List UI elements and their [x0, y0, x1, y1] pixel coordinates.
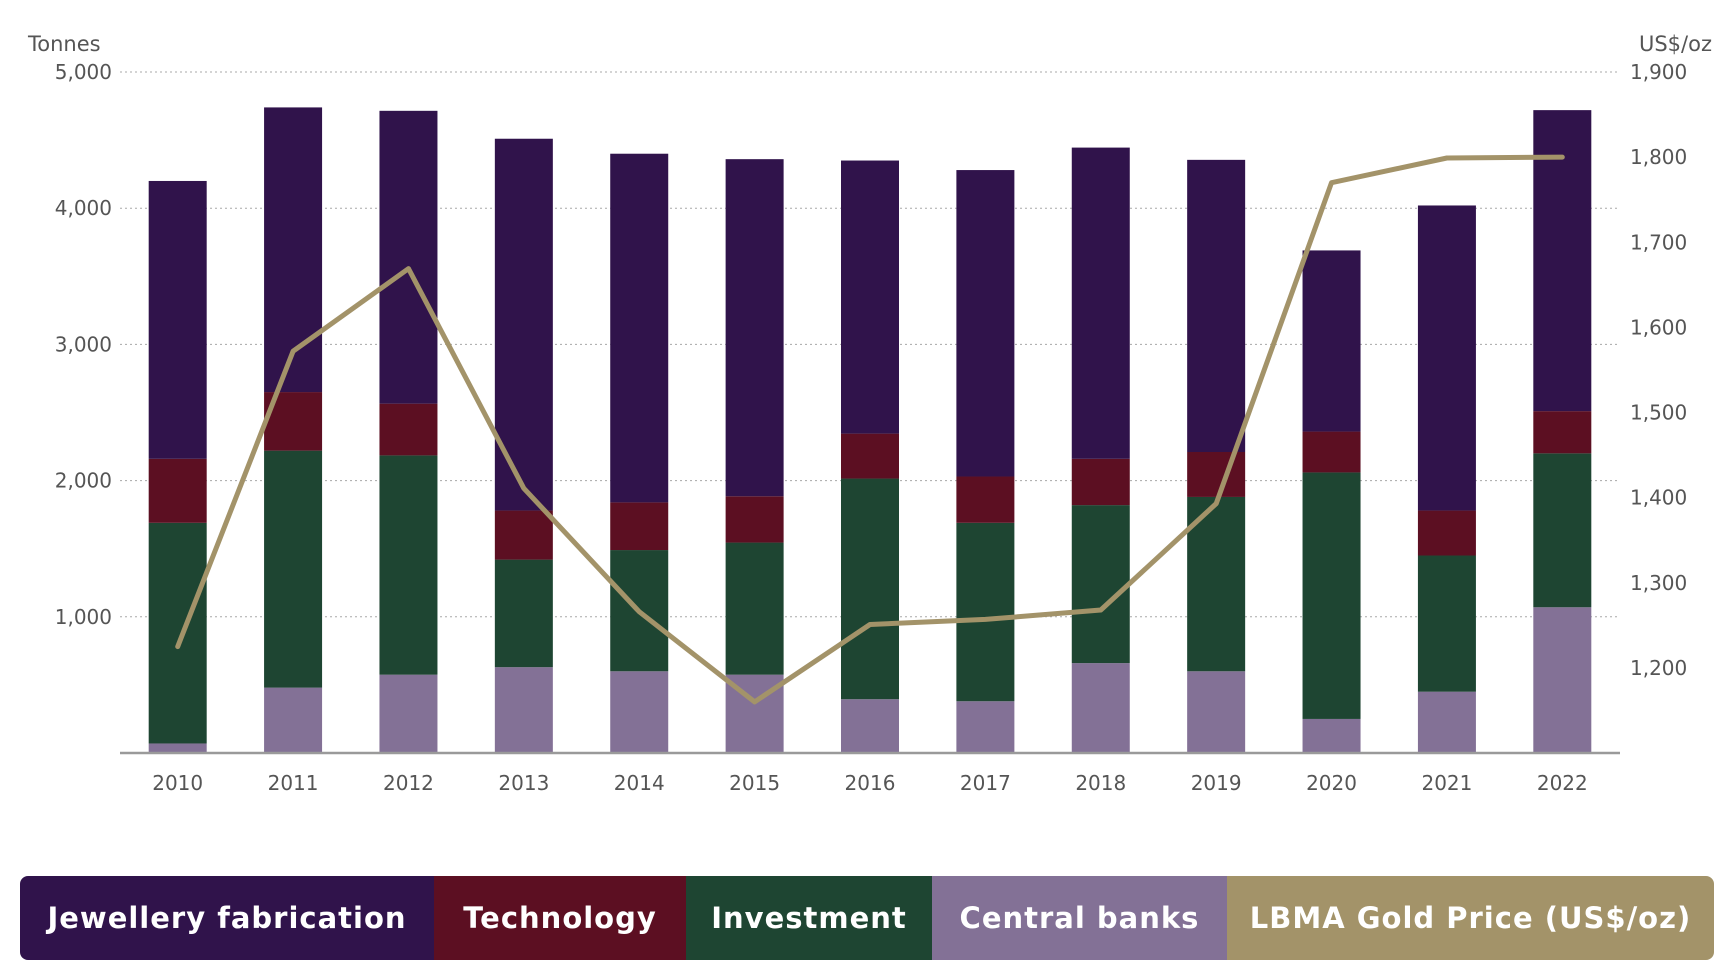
y-right-tick-label: 1,300	[1630, 571, 1687, 595]
bar-central-banks-2021	[1417, 691, 1476, 753]
bar-technology-2022	[1533, 411, 1592, 454]
legend-item-lbma-gold-price: LBMA Gold Price (US$/oz)	[1227, 876, 1714, 960]
bar-central-banks-2019	[1187, 671, 1246, 753]
bar-central-banks-2017	[956, 701, 1015, 753]
y-left-unit-label: Tonnes	[27, 32, 101, 56]
y-right-tick-label: 1,500	[1630, 401, 1687, 425]
bar-jewellery-fabrication-2016	[841, 160, 899, 434]
bar-investment-2019	[1187, 496, 1246, 672]
x-tick-label: 2020	[1306, 771, 1357, 795]
legend-item-investment: Investment	[686, 876, 932, 960]
bar-investment-2015	[725, 542, 784, 675]
y-right-tick-label: 1,400	[1630, 486, 1687, 510]
bar-central-banks-2010	[148, 743, 207, 753]
bar-jewellery-fabrication-2020	[1302, 250, 1361, 432]
x-tick-label: 2018	[1075, 771, 1126, 795]
bar-investment-2012	[379, 455, 438, 675]
bar-investment-2010	[148, 522, 207, 744]
bar-technology-2012	[379, 403, 438, 456]
y-left-tick-label: 3,000	[55, 332, 112, 356]
x-tick-label: 2022	[1537, 771, 1588, 795]
bar-technology-2014	[610, 502, 669, 551]
x-tick-label: 2019	[1191, 771, 1242, 795]
bar-technology-2010	[148, 458, 207, 523]
bar-technology-2020	[1302, 431, 1361, 473]
bar-investment-2020	[1302, 472, 1361, 719]
bar-central-banks-2012	[379, 674, 438, 753]
y-right-tick-label: 1,900	[1630, 60, 1687, 84]
bar-investment-2013	[494, 559, 553, 668]
y-right-tick-label: 1,700	[1630, 230, 1687, 254]
bar-jewellery-fabrication-2014	[610, 153, 669, 503]
bar-technology-2019	[1187, 451, 1246, 497]
x-tick-label: 2015	[729, 771, 780, 795]
bar-investment-2016	[841, 478, 899, 700]
bar-technology-2018	[1071, 458, 1130, 506]
y-left-tick-label: 2,000	[55, 469, 112, 493]
bar-central-banks-2011	[264, 687, 323, 753]
bar-investment-2021	[1417, 555, 1476, 692]
bar-jewellery-fabrication-2015	[725, 159, 784, 497]
bar-central-banks-2018	[1071, 663, 1130, 753]
bar-technology-2015	[725, 496, 784, 543]
bar-jewellery-fabrication-2021	[1417, 205, 1476, 511]
bar-technology-2016	[841, 433, 899, 479]
bar-jewellery-fabrication-2017	[956, 170, 1015, 477]
bar-technology-2013	[494, 510, 553, 560]
x-tick-label: 2011	[268, 771, 319, 795]
x-tick-label: 2014	[614, 771, 665, 795]
x-tick-label: 2021	[1421, 771, 1472, 795]
x-tick-label: 2017	[960, 771, 1011, 795]
bar-jewellery-fabrication-2019	[1187, 159, 1246, 452]
y-left-tick-label: 4,000	[55, 196, 112, 220]
bar-investment-2011	[264, 450, 323, 688]
legend-item-technology: Technology	[434, 876, 686, 960]
bar-jewellery-fabrication-2010	[148, 180, 207, 459]
bar-jewellery-fabrication-2011	[264, 107, 323, 393]
legend-item-central-banks: Central banks	[932, 876, 1227, 960]
bar-investment-2018	[1071, 505, 1130, 664]
y-right-tick-label: 1,600	[1630, 315, 1687, 339]
chart: 1,000 2,000 3,000 4,000 5,000 1,200 1,300 1,400…	[27, 32, 1712, 795]
y-right-unit-label: US$/oz	[1639, 32, 1712, 56]
bar-investment-2022	[1533, 453, 1592, 608]
bar-central-banks-2013	[494, 667, 553, 753]
legend-item-jewellery-fabrication: Jewellery fabrication	[20, 876, 434, 960]
x-tick-label: 2012	[383, 771, 434, 795]
bar-central-banks-2016	[841, 699, 899, 753]
y-right-tick-label: 1,800	[1630, 145, 1687, 169]
bar-central-banks-2014	[610, 671, 669, 753]
bar-central-banks-2022	[1533, 607, 1592, 753]
x-tick-label: 2016	[845, 771, 896, 795]
bar-jewellery-fabrication-2018	[1071, 147, 1130, 459]
bar-investment-2017	[956, 522, 1015, 702]
legend: Jewellery fabrication Technology Investm…	[20, 876, 1714, 960]
x-tick-label: 2010	[152, 771, 203, 795]
bar-technology-2021	[1417, 510, 1476, 556]
y-right-tick-label: 1,200	[1630, 656, 1687, 680]
y-left-tick-label: 5,000	[55, 60, 112, 84]
bar-jewellery-fabrication-2012	[379, 110, 438, 404]
gold-price-line	[175, 154, 1565, 705]
bar-central-banks-2020	[1302, 718, 1361, 753]
x-tick-label: 2013	[498, 771, 549, 795]
bar-jewellery-fabrication-2022	[1533, 110, 1592, 412]
bar-technology-2017	[956, 476, 1015, 523]
y-left-tick-label: 1,000	[55, 605, 112, 629]
